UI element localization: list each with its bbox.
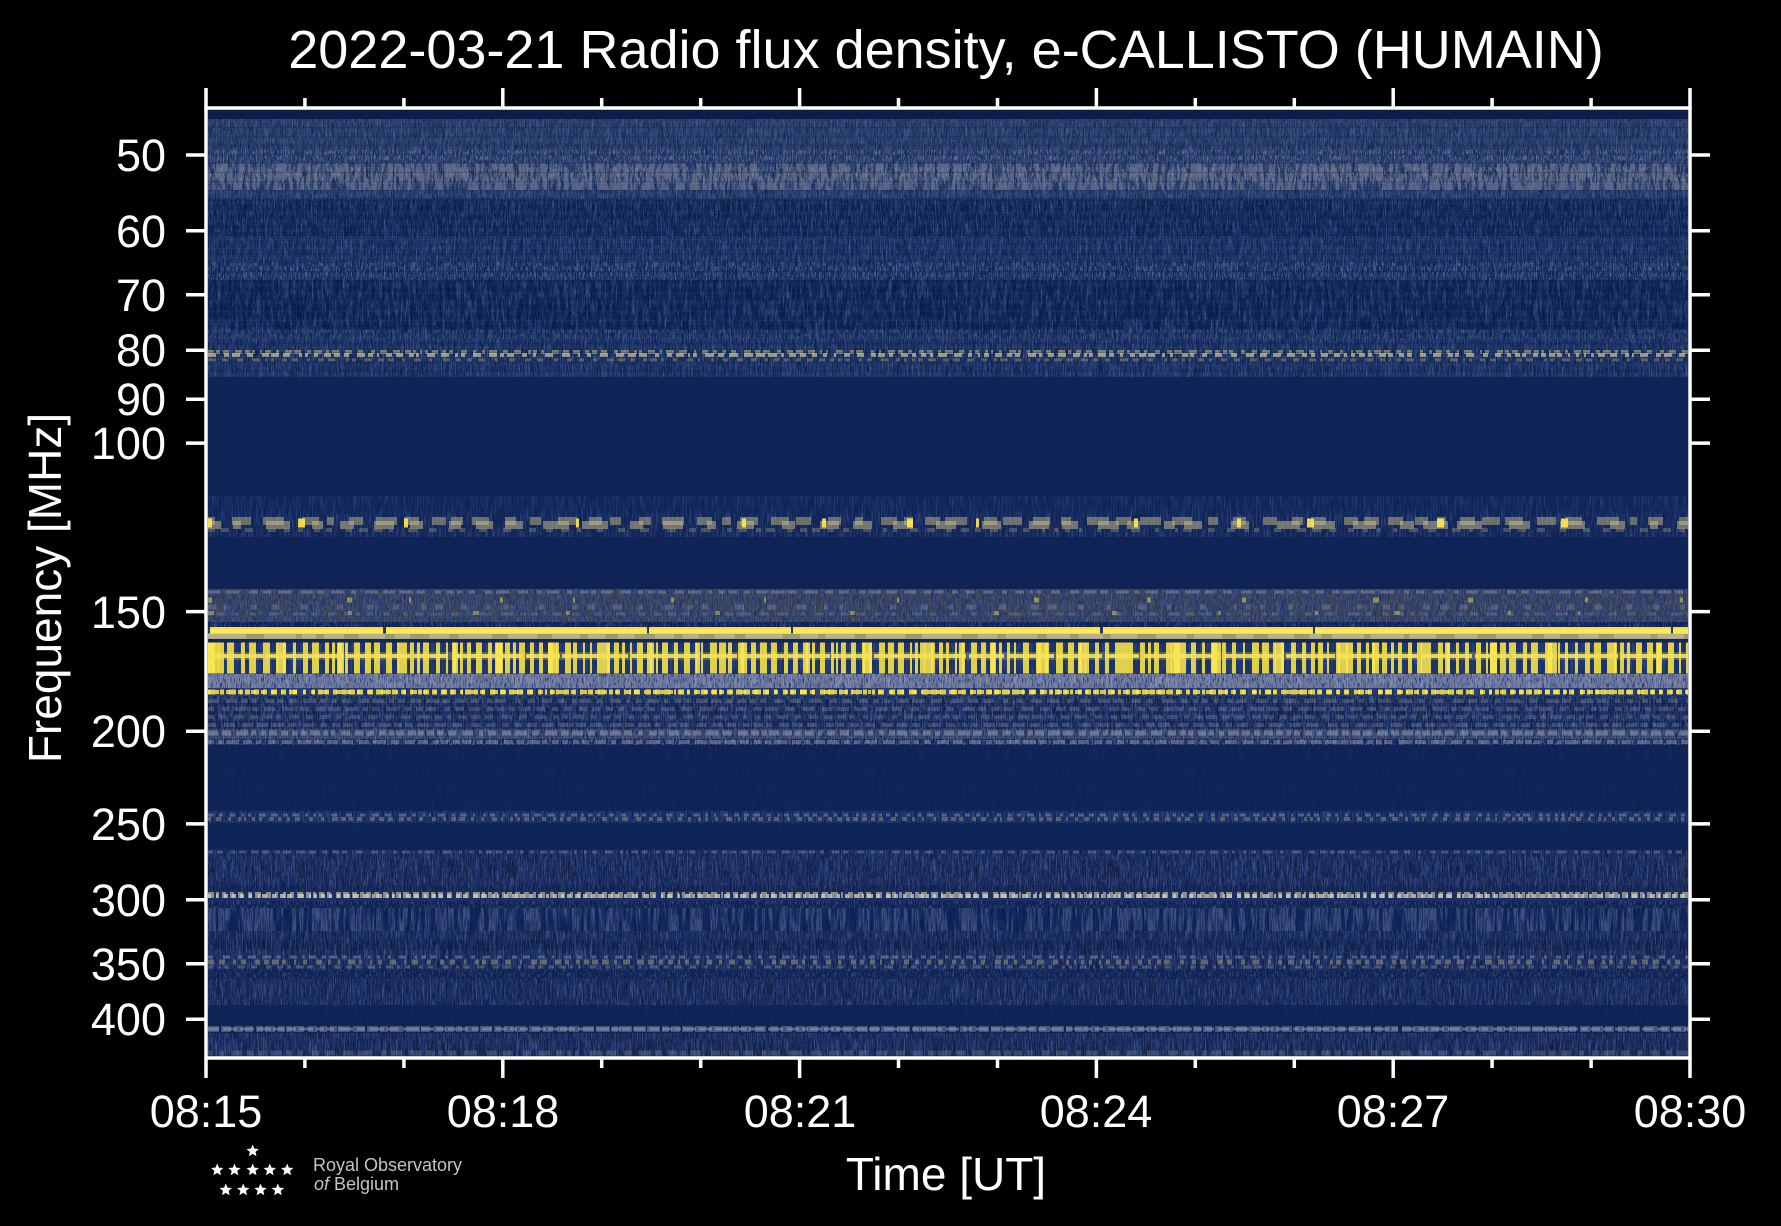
svg-text:350: 350 xyxy=(91,939,166,990)
svg-text:400: 400 xyxy=(91,994,166,1045)
svg-text:08:27: 08:27 xyxy=(1337,1086,1450,1137)
svg-text:of Belgium: of Belgium xyxy=(314,1174,399,1194)
svg-text:2022-03-21 Radio flux density,: 2022-03-21 Radio flux density, e-CALLIST… xyxy=(288,20,1604,80)
svg-text:80: 80 xyxy=(116,325,166,376)
svg-text:08:24: 08:24 xyxy=(1040,1086,1153,1137)
svg-text:Royal Observatory: Royal Observatory xyxy=(313,1155,462,1175)
svg-text:08:21: 08:21 xyxy=(744,1086,857,1137)
svg-text:50: 50 xyxy=(116,130,166,181)
svg-text:60: 60 xyxy=(116,206,166,257)
svg-text:300: 300 xyxy=(91,875,166,926)
svg-text:08:30: 08:30 xyxy=(1634,1086,1747,1137)
svg-text:08:15: 08:15 xyxy=(150,1086,263,1137)
svg-text:08:18: 08:18 xyxy=(447,1086,560,1137)
svg-text:70: 70 xyxy=(116,270,166,321)
svg-text:Frequency [MHz]: Frequency [MHz] xyxy=(19,413,71,763)
svg-text:150: 150 xyxy=(91,587,166,638)
svg-text:100: 100 xyxy=(91,418,166,469)
svg-text:200: 200 xyxy=(91,706,166,757)
svg-text:Time [UT]: Time [UT] xyxy=(846,1148,1046,1200)
svg-text:90: 90 xyxy=(116,374,166,425)
svg-text:250: 250 xyxy=(91,799,166,850)
